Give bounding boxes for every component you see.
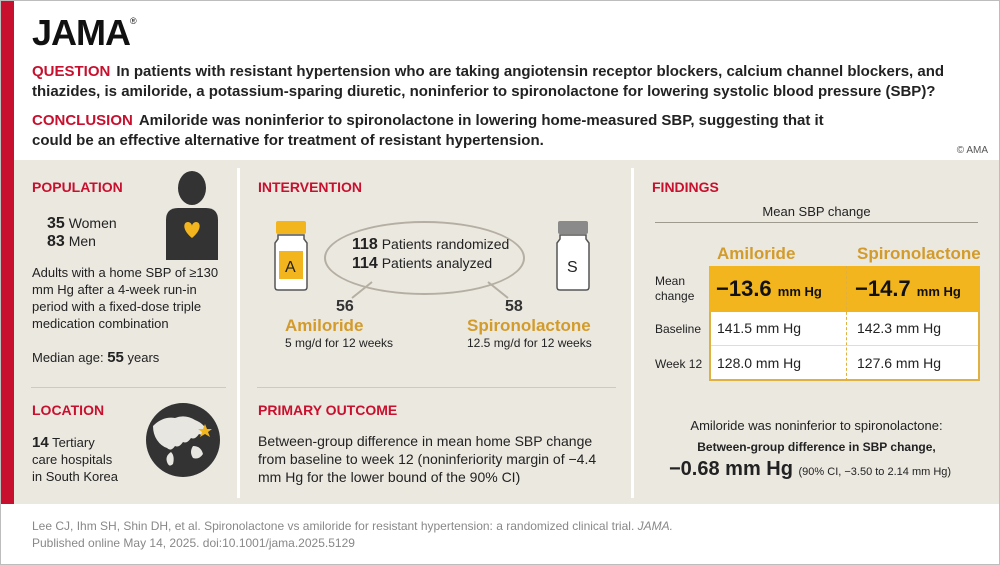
median-age: Median age: 55 years — [32, 349, 160, 366]
spironolactone-bottle-icon — [556, 221, 590, 291]
findings-subtitle-rule — [655, 222, 978, 223]
jama-logo: JAMA® — [32, 12, 137, 53]
col-head-amiloride: Amiloride — [717, 244, 796, 263]
spironolactone-arm-count: 58 — [505, 298, 523, 315]
conclusion-label: CONCLUSION — [32, 112, 133, 129]
question-label: QUESTION — [32, 63, 111, 80]
conclusion-block: CONCLUSION Amiloride was noninferior to s… — [32, 111, 852, 151]
spironolactone-week12: 127.6 mm Hg — [857, 355, 942, 371]
intervention-title: INTERVENTION — [258, 179, 362, 195]
brand-side-bar — [1, 1, 14, 504]
amiloride-arm-name: Amiloride — [285, 316, 364, 335]
mean-change-highlight — [709, 266, 980, 312]
allocation-lines — [351, 281, 509, 299]
population-description: Adults with a home SBP of ≥130 mm Hg aft… — [32, 265, 219, 331]
col-head-spironolactone: Spironolactone — [857, 244, 981, 263]
question-block: QUESTION In patients with resistant hyper… — [32, 62, 972, 102]
summary-line-1: Amiloride was noninferior to spironolact… — [690, 418, 943, 433]
globe-icon — [146, 403, 220, 477]
table-column-divider — [846, 266, 847, 381]
primary-outcome-text: Between-group difference in mean home SB… — [258, 433, 597, 485]
amiloride-bottle-label: A — [285, 259, 296, 276]
amiloride-baseline: 141.5 mm Hg — [717, 320, 802, 336]
section-divider — [31, 387, 226, 388]
randomization-ellipse — [324, 221, 525, 295]
randomized-count: 118 Patients randomized — [352, 236, 510, 253]
summary-line-2: Between-group difference in SBP change, — [697, 440, 936, 454]
location-line-2: care hospitals — [32, 452, 113, 467]
amiloride-mean-change: −13.6 mm Hg — [716, 276, 822, 301]
amiloride-bottle-icon — [274, 221, 308, 291]
findings-title: FINDINGS — [652, 179, 719, 195]
person-icon — [166, 171, 218, 260]
amiloride-arm-count: 56 — [336, 298, 354, 315]
question-text: In patients with resistant hypertension … — [32, 63, 945, 100]
findings-subtitle: Mean SBP change — [762, 204, 871, 219]
spironolactone-dose: 12.5 mg/d for 12 weeks — [467, 336, 592, 350]
table-row-divider — [711, 345, 978, 346]
spironolactone-bottle-label: S — [567, 259, 578, 276]
women-count: 35 Women — [47, 215, 117, 232]
population-title: POPULATION — [32, 179, 123, 195]
spironolactone-mean-change: −14.7 mm Hg — [855, 276, 961, 301]
row-label-mean-change: Mean change — [655, 274, 695, 303]
row-label-week12: Week 12 — [655, 357, 703, 371]
panel-divider — [237, 168, 240, 498]
panel-divider — [631, 168, 634, 498]
location-line-3: in South Korea — [32, 469, 119, 484]
spironolactone-arm-name: Spironolactone — [467, 316, 591, 335]
citation: Lee CJ, Ihm SH, Shin DH, et al. Spironol… — [32, 519, 673, 550]
section-divider — [257, 387, 616, 388]
location-title: LOCATION — [32, 402, 105, 418]
analyzed-count: 114 Patients analyzed — [352, 255, 493, 272]
amiloride-dose: 5 mg/d for 12 weeks — [285, 336, 394, 350]
conclusion-text: Amiloride was noninferior to spironolact… — [32, 112, 824, 149]
summary-value: −0.68 mm Hg (90% CI, −3.50 to 2.14 mm Hg… — [669, 458, 952, 480]
location-line-1: 14 Tertiary — [32, 434, 95, 451]
men-count: 83 Men — [47, 233, 96, 250]
primary-outcome-title: PRIMARY OUTCOME — [258, 402, 398, 418]
copyright: © AMA — [956, 145, 988, 156]
amiloride-week12: 128.0 mm Hg — [717, 355, 802, 371]
spironolactone-baseline: 142.3 mm Hg — [857, 320, 942, 336]
row-label-baseline: Baseline — [655, 322, 702, 336]
